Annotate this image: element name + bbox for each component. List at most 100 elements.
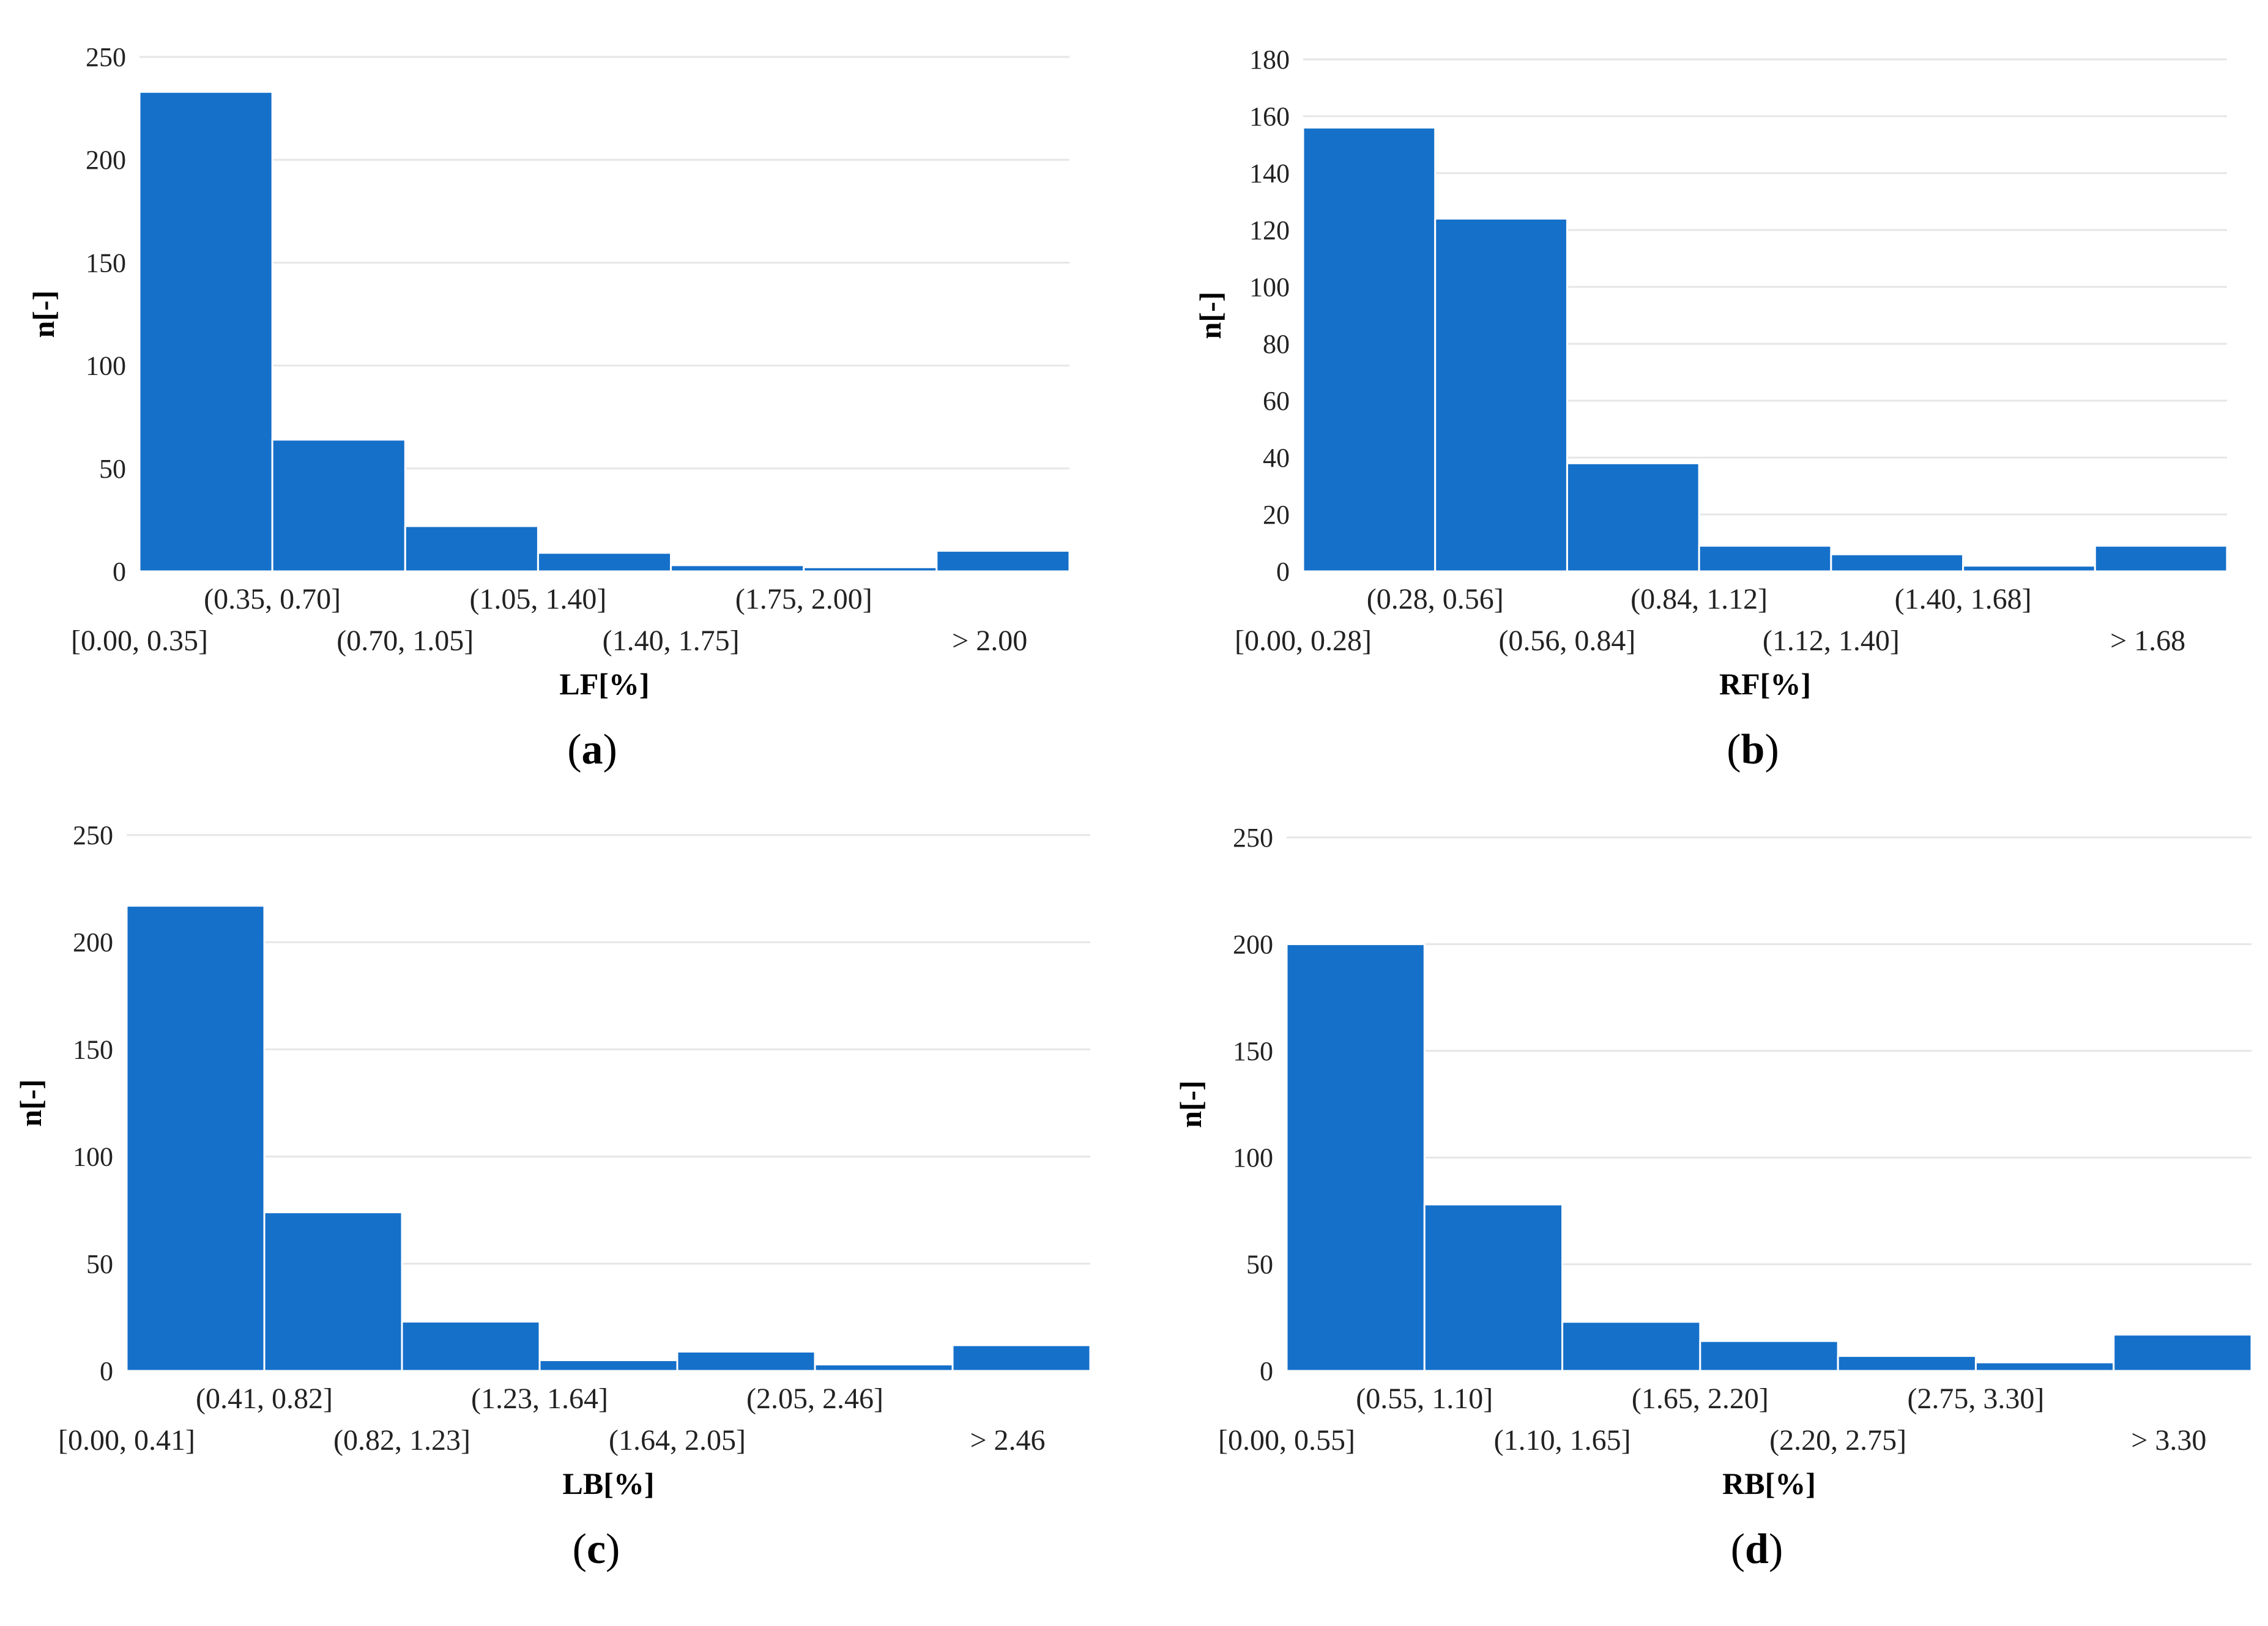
x-category-label: [0.00, 0.35] (71, 625, 208, 657)
y-axis-label: n[-] (26, 291, 61, 338)
y-tick-label: 0 (113, 557, 126, 587)
x-category-label: (0.56, 0.84] (1498, 625, 1635, 657)
histogram-panel-b: 0 20 40 60 80 100 120 140 160 180 [0.00, 0.28] (0.2… (1193, 45, 2228, 773)
x-category-label: (1.64, 2.05] (609, 1424, 746, 1457)
histogram-bar (1962, 565, 2096, 573)
x-category-label: (0.84, 1.12] (1630, 583, 1768, 615)
x-category-label: [0.00, 0.41] (58, 1424, 195, 1457)
x-category-label: (1.12, 1.40] (1763, 625, 1900, 657)
x-category-label: (1.40, 1.75] (603, 625, 740, 657)
y-tick-label: 100 (1233, 1143, 1273, 1173)
panel-label: (b) (1727, 726, 1779, 773)
x-category-label: > 3.30 (2131, 1424, 2206, 1457)
histogram-bar (935, 549, 1071, 573)
x-category-label: (0.70, 1.05] (336, 625, 474, 657)
x-category-label: (1.10, 1.65] (1494, 1424, 1631, 1457)
y-tick-label: 100 (86, 351, 126, 381)
x-category-label: > 2.46 (970, 1424, 1045, 1457)
x-category-label: (2.75, 3.30] (1907, 1383, 2044, 1415)
histogram-bar (271, 439, 406, 573)
y-tick-label: 150 (73, 1034, 113, 1064)
x-axis-label: RF[%] (1719, 667, 1811, 701)
x-category-label: (1.75, 2.00] (735, 583, 872, 615)
x-category-label: (0.28, 0.56] (1367, 583, 1504, 615)
y-axis-label: n[-] (13, 1079, 48, 1127)
y-tick-label: 0 (1276, 557, 1290, 587)
histogram-bar (1830, 553, 1965, 573)
y-tick-label: 250 (86, 42, 126, 72)
y-tick-label: 40 (1263, 443, 1290, 473)
y-tick-label: 0 (100, 1356, 113, 1386)
x-category-label: (1.65, 2.20] (1632, 1383, 1769, 1415)
y-tick-label: 0 (1260, 1356, 1273, 1386)
histogram-bar (1285, 943, 1426, 1372)
x-category-label: (0.35, 0.70] (204, 583, 341, 615)
y-tick-label: 50 (86, 1249, 113, 1279)
histogram-bar (1699, 1340, 1839, 1372)
y-tick-label: 180 (1249, 45, 1290, 75)
histogram-bar (1423, 1203, 1564, 1372)
histogram-bar (1974, 1361, 2115, 1372)
y-tick-label: 200 (86, 145, 126, 175)
y-tick-label: 100 (1249, 272, 1290, 302)
histogram-panel-a: 0 50 100 150 200 250 [0.00, 0.35] (0.35, 0.70] (… (26, 42, 1071, 773)
histogram-bar (263, 1211, 403, 1372)
x-category-label: (1.05, 1.40] (469, 583, 606, 615)
y-tick-label: 140 (1249, 158, 1290, 188)
y-axis-label: n[-] (1173, 1080, 1208, 1128)
y-tick-label: 20 (1263, 500, 1290, 530)
histogram-bar (1698, 544, 1832, 573)
histogram-bar (676, 1350, 816, 1372)
x-category-label: > 2.00 (952, 625, 1027, 657)
x-axis-label: RB[%] (1722, 1466, 1816, 1501)
histogram-bar (1561, 1321, 1701, 1372)
histogram-bar (951, 1344, 1091, 1372)
y-tick-label: 50 (99, 454, 126, 484)
y-tick-label: 160 (1249, 102, 1290, 132)
histogram-bar (814, 1363, 954, 1372)
histogram-bar (2094, 544, 2228, 573)
histogram-bar (404, 525, 539, 573)
histogram-bar (1837, 1355, 1977, 1372)
y-tick-label: 200 (73, 927, 113, 957)
y-tick-label: 60 (1263, 386, 1290, 416)
y-tick-label: 200 (1233, 929, 1273, 959)
y-axis-label: n[-] (1193, 292, 1227, 340)
histogram-bar (1566, 462, 1700, 573)
histogram-bar (401, 1320, 541, 1372)
y-tick-label: 120 (1249, 215, 1290, 245)
y-tick-label: 250 (1233, 823, 1273, 853)
histogram-bar (670, 564, 805, 573)
x-category-label: (1.23, 1.64] (471, 1383, 608, 1415)
y-tick-label: 80 (1263, 329, 1290, 359)
histogram-bar (1302, 127, 1437, 573)
y-tick-label: 50 (1246, 1250, 1273, 1280)
histogram-bar (138, 91, 273, 573)
x-category-label: (2.20, 2.75] (1769, 1424, 1906, 1457)
panel-label: (d) (1731, 1526, 1783, 1573)
x-category-label: > 1.68 (2110, 625, 2185, 657)
histogram-bar (537, 552, 672, 573)
x-axis-label: LF[%] (559, 667, 649, 701)
y-tick-label: 250 (73, 820, 113, 850)
histogram-bar (2113, 1334, 2253, 1372)
y-tick-label: 150 (86, 248, 126, 278)
x-axis-label: LB[%] (563, 1466, 655, 1501)
x-category-label: [0.00, 0.55] (1218, 1424, 1355, 1457)
y-tick-label: 100 (73, 1142, 113, 1172)
histogram-bar (1434, 217, 1568, 573)
panel-label: (c) (573, 1526, 620, 1573)
y-tick-label: 150 (1233, 1036, 1273, 1066)
x-category-label: (0.41, 0.82] (196, 1383, 333, 1415)
histogram-bar (538, 1359, 679, 1372)
x-category-label: (0.82, 1.23] (333, 1424, 470, 1457)
histogram-bar (803, 566, 938, 573)
histogram-bar (125, 905, 266, 1372)
x-category-label: (2.05, 2.46] (746, 1383, 883, 1415)
x-category-label: (0.55, 1.10] (1356, 1383, 1493, 1415)
panel-label: (a) (567, 726, 617, 773)
